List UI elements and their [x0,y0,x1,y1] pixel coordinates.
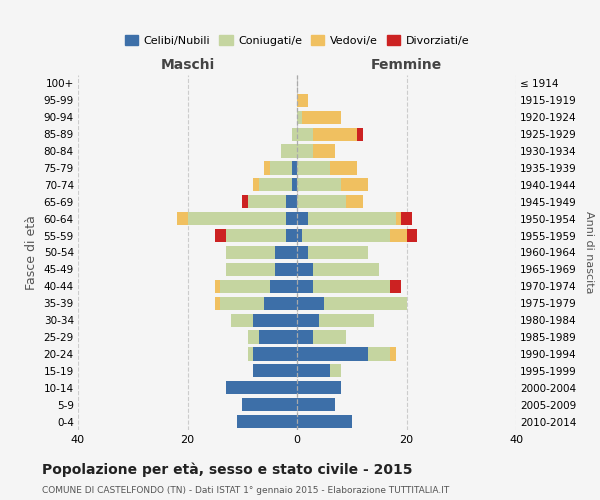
Legend: Celibi/Nubili, Coniugati/e, Vedovi/e, Divorziati/e: Celibi/Nubili, Coniugati/e, Vedovi/e, Di… [121,31,473,50]
Y-axis label: Fasce di età: Fasce di età [25,215,38,290]
Bar [297,348,368,360]
Bar [325,296,407,310]
Bar [264,162,269,174]
Bar [330,162,357,174]
Bar [302,110,341,124]
Bar [390,348,395,360]
Bar [297,128,313,141]
Bar [390,229,407,242]
Bar [292,162,297,174]
Bar [220,296,264,310]
Bar [215,229,226,242]
Bar [297,246,308,259]
Bar [264,296,297,310]
Bar [401,212,412,226]
Bar [390,280,401,293]
Text: Maschi: Maschi [160,58,215,71]
Bar [226,246,275,259]
Bar [286,229,297,242]
Bar [297,144,313,158]
Bar [297,94,308,107]
Bar [253,364,297,378]
Bar [237,415,297,428]
Bar [313,330,346,344]
Bar [275,263,297,276]
Bar [368,348,390,360]
Bar [215,280,220,293]
Bar [297,263,313,276]
Bar [395,212,401,226]
Text: Femmine: Femmine [371,58,442,71]
Bar [248,195,286,208]
Bar [297,364,330,378]
Bar [253,314,297,326]
Bar [313,263,379,276]
Bar [357,128,363,141]
Bar [297,280,313,293]
Bar [297,381,341,394]
Bar [275,246,297,259]
Bar [232,314,253,326]
Bar [308,212,395,226]
Bar [346,195,362,208]
Bar [292,128,297,141]
Bar [319,314,374,326]
Bar [302,229,390,242]
Bar [297,212,308,226]
Bar [297,314,319,326]
Text: Popolazione per età, sesso e stato civile - 2015: Popolazione per età, sesso e stato civil… [42,462,413,477]
Bar [308,246,368,259]
Bar [248,330,259,344]
Bar [220,280,269,293]
Bar [297,229,302,242]
Bar [226,229,286,242]
Bar [226,263,275,276]
Bar [297,178,341,192]
Bar [297,330,313,344]
Bar [226,381,297,394]
Bar [187,212,286,226]
Bar [286,195,297,208]
Bar [297,195,346,208]
Bar [259,330,297,344]
Bar [313,128,357,141]
Bar [269,280,297,293]
Bar [281,144,297,158]
Y-axis label: Anni di nascita: Anni di nascita [584,211,593,294]
Bar [248,348,253,360]
Bar [286,212,297,226]
Bar [297,398,335,411]
Bar [407,229,418,242]
Bar [242,398,297,411]
Bar [259,178,292,192]
Bar [313,280,390,293]
Bar [176,212,187,226]
Bar [297,162,330,174]
Text: COMUNE DI CASTELFONDO (TN) - Dati ISTAT 1° gennaio 2015 - Elaborazione TUTTITALI: COMUNE DI CASTELFONDO (TN) - Dati ISTAT … [42,486,449,495]
Bar [215,296,220,310]
Bar [242,195,248,208]
Bar [297,296,325,310]
Bar [253,348,297,360]
Bar [269,162,292,174]
Bar [313,144,335,158]
Bar [253,178,259,192]
Bar [297,415,352,428]
Bar [297,110,302,124]
Bar [341,178,368,192]
Bar [330,364,341,378]
Bar [292,178,297,192]
